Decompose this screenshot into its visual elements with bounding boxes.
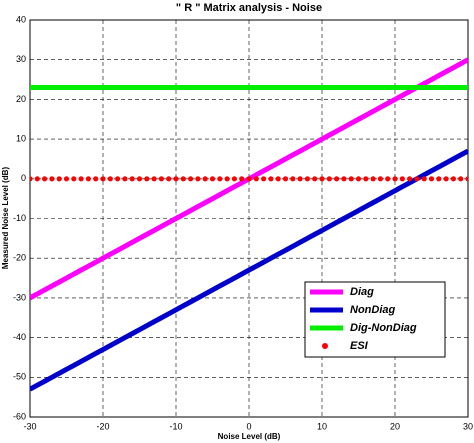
marker: [436, 176, 442, 182]
marker: [195, 176, 201, 182]
marker: [144, 176, 150, 182]
marker: [428, 176, 435, 182]
marker: [30, 176, 33, 182]
marker: [122, 176, 128, 182]
y-tick-label: 10: [16, 133, 26, 143]
marker: [297, 176, 303, 182]
plot-frame: [29, 19, 469, 418]
marker: [129, 176, 135, 182]
marker: [407, 176, 413, 182]
marker: [334, 176, 340, 182]
line: [30, 148, 468, 392]
y-tick-label: -30: [13, 292, 26, 302]
marker: [158, 176, 164, 182]
marker: [63, 176, 70, 182]
legend-marker: [322, 343, 328, 349]
marker: [377, 176, 383, 182]
marker: [71, 176, 77, 182]
chart-title: " R " Matrix analysis - Noise: [176, 2, 322, 14]
y-axis-label: Measured Noise Level (dB): [1, 167, 10, 270]
marker: [261, 176, 267, 182]
marker: [414, 176, 420, 182]
marker: [282, 176, 289, 182]
marker: [319, 176, 325, 182]
marker: [268, 176, 274, 182]
marker: [399, 176, 405, 182]
marker: [224, 176, 230, 182]
legend-label: NonDiag: [350, 304, 396, 316]
marker: [173, 176, 179, 182]
x-tick-label: -10: [169, 421, 182, 431]
legend-label: Diag: [350, 286, 374, 298]
marker: [100, 176, 106, 182]
marker: [385, 176, 391, 182]
marker: [341, 176, 347, 182]
marker: [180, 176, 186, 182]
x-tick-label: 10: [317, 421, 327, 431]
marker: [49, 176, 55, 182]
x-tick-label: 20: [390, 421, 400, 431]
marker: [231, 176, 237, 182]
x-axis-label: Noise Level (dB): [218, 432, 281, 441]
marker: [115, 176, 121, 182]
marker: [151, 176, 157, 182]
y-tick-label: 30: [16, 54, 26, 64]
marker: [290, 176, 296, 182]
marker: [246, 176, 252, 182]
marker: [355, 176, 362, 182]
y-tick-label: -10: [13, 213, 26, 223]
y-tick-label: 0: [21, 173, 26, 183]
marker: [326, 176, 332, 182]
marker: [209, 176, 216, 182]
marker: [253, 176, 259, 182]
x-tick-label: 0: [246, 421, 251, 431]
marker: [363, 176, 369, 182]
y-tick-label: -60: [13, 411, 26, 421]
marker: [275, 176, 281, 182]
legend-label: Dig-NonDiag: [350, 322, 417, 334]
marker: [421, 176, 427, 182]
y-tick-label: -40: [13, 332, 26, 342]
marker: [348, 176, 354, 182]
marker: [450, 176, 456, 182]
marker: [136, 176, 143, 182]
marker: [304, 176, 310, 182]
marker: [56, 176, 62, 182]
y-tick-label: 40: [16, 14, 26, 24]
marker: [93, 176, 99, 182]
marker: [166, 176, 172, 182]
marker: [202, 176, 208, 182]
marker: [465, 176, 468, 182]
marker: [458, 176, 464, 182]
y-tick-label: -50: [13, 372, 26, 382]
marker: [85, 176, 91, 182]
legend-label: ESI: [350, 340, 369, 352]
marker: [217, 176, 223, 182]
marker: [392, 176, 398, 182]
y-tick-label: -20: [13, 253, 26, 263]
marker: [239, 176, 245, 182]
marker: [34, 176, 40, 182]
marker: [443, 176, 449, 182]
marker: [78, 176, 84, 182]
y-tick-label: 20: [16, 94, 26, 104]
marker: [370, 176, 376, 182]
x-tick-label: -30: [23, 421, 36, 431]
marker: [42, 176, 48, 182]
plot: [30, 57, 468, 392]
x-tick-label: 30: [463, 421, 473, 431]
marker: [107, 176, 113, 182]
marker: [312, 176, 318, 182]
marker: [188, 176, 194, 182]
x-tick-label: -20: [96, 421, 109, 431]
